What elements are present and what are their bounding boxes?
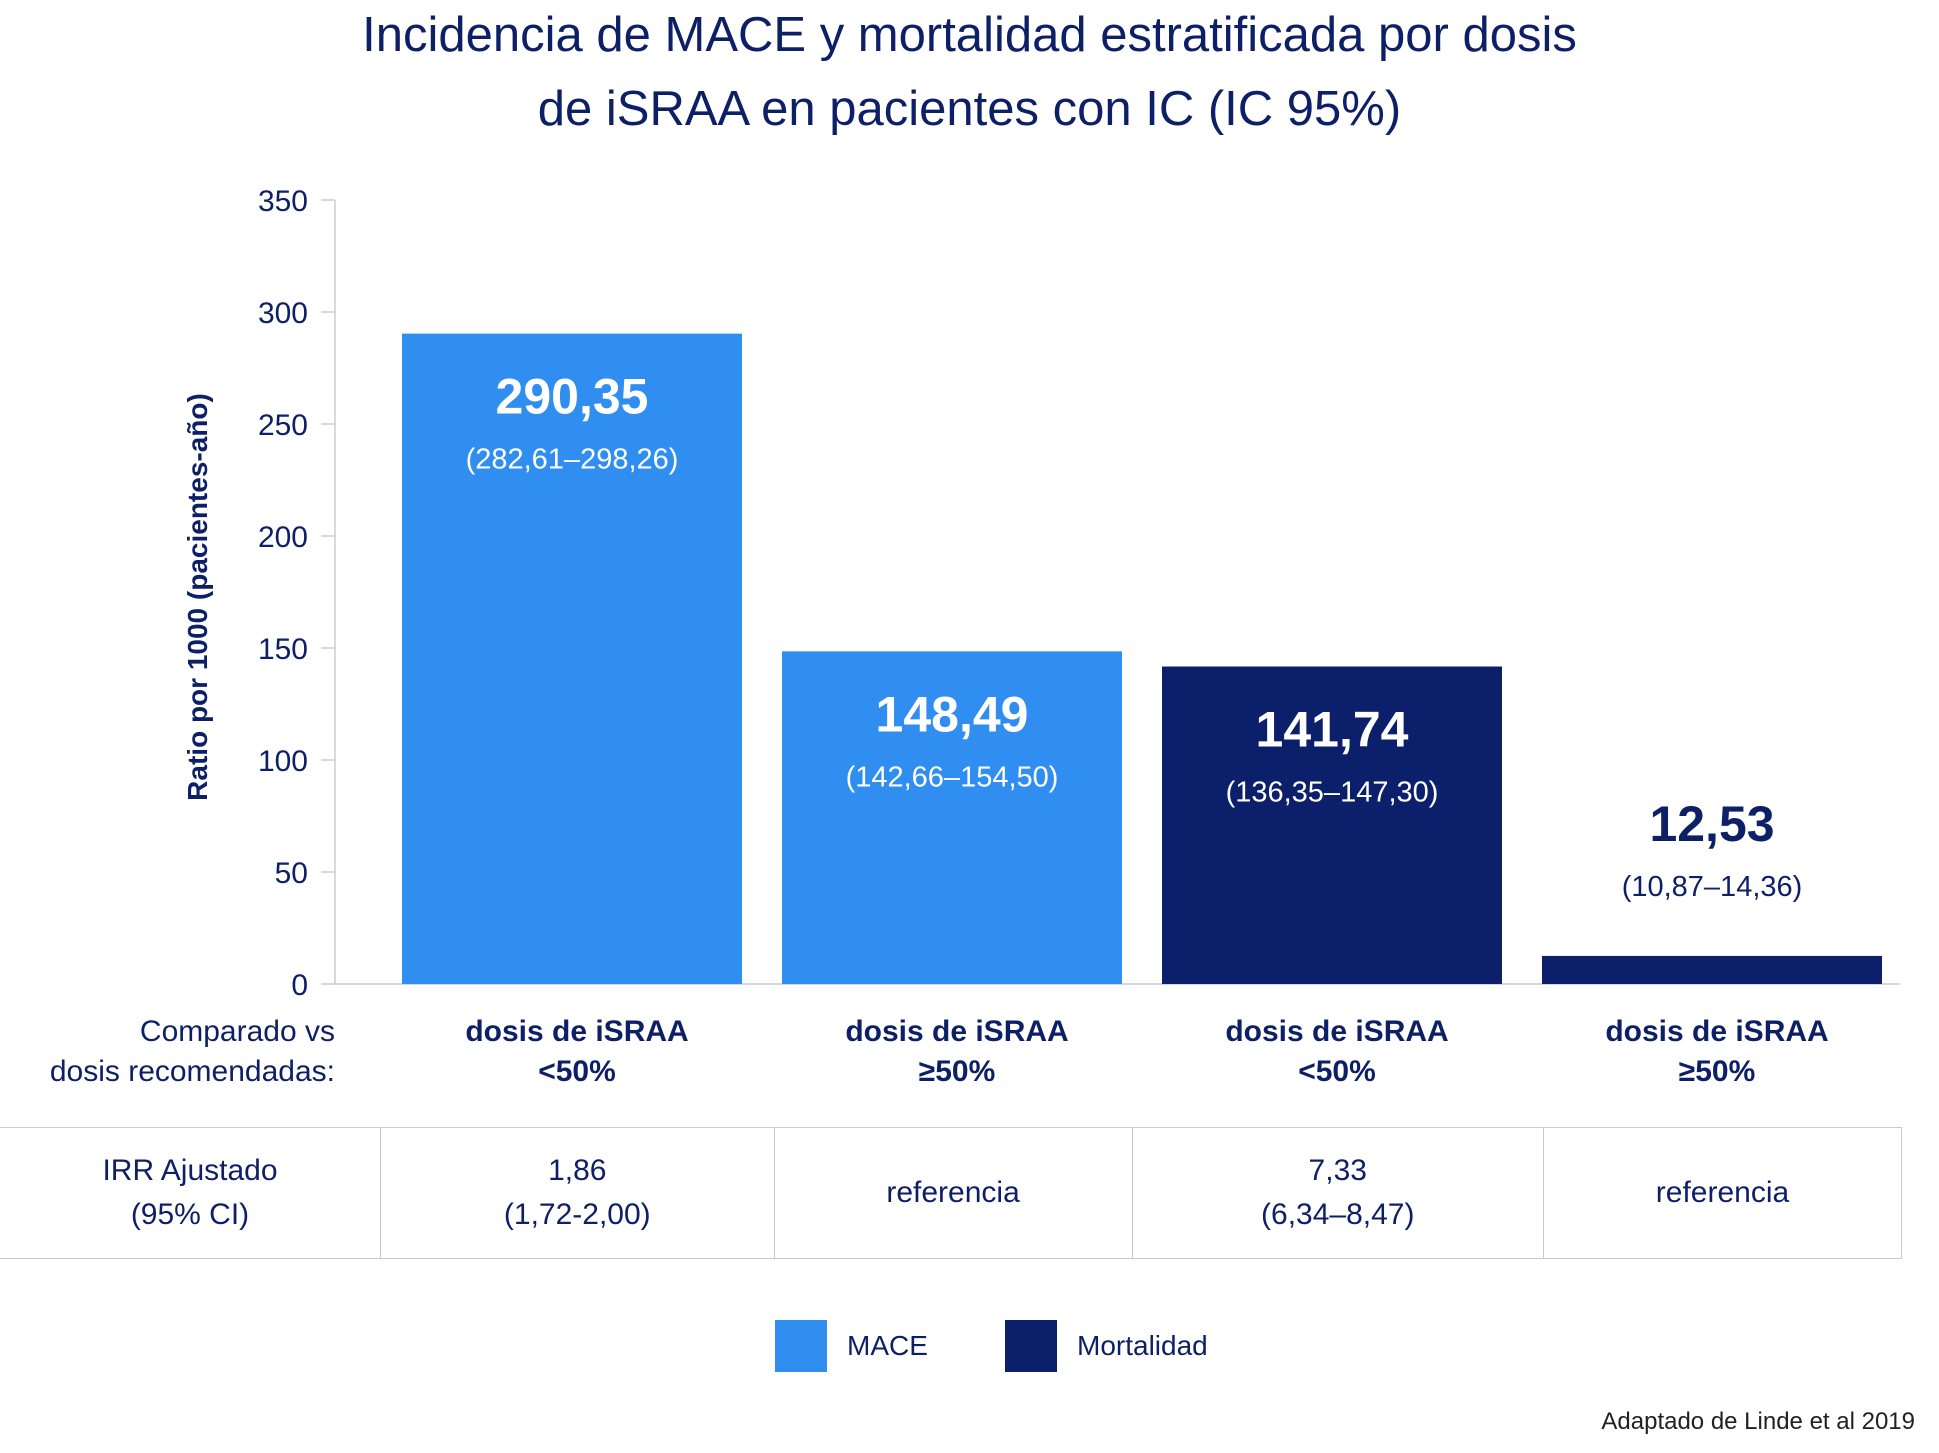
irr-table: IRR Ajustado (95% CI) 1,86 (1,72-2,00) r… <box>0 1127 1903 1259</box>
category-label: dosis de iSRAA <50% <box>465 1015 689 1088</box>
bar-value-label: 290,35 <box>496 369 649 425</box>
legend-label-mace: MACE <box>847 1330 928 1361</box>
category-label: dosis de iSRAA ≥50% <box>845 1015 1069 1088</box>
comparison-label: Comparado vs dosis recomendadas: <box>49 1015 335 1088</box>
bar-value-label: 12,53 <box>1649 796 1774 852</box>
table-row: IRR Ajustado (95% CI) 1,86 (1,72-2,00) r… <box>0 1127 1903 1259</box>
bar-ci-label: (282,61–298,26) <box>466 444 679 476</box>
bar-ci-label: (142,66–154,50) <box>846 761 1059 793</box>
title-line-2: de iSRAA en pacientes con IC (IC 95%) <box>537 82 1402 136</box>
y-tick-label: 50 <box>275 857 308 890</box>
y-tick-label: 100 <box>258 745 308 778</box>
bar-value-label: 148,49 <box>876 686 1029 742</box>
category-label: dosis de iSRAA <50% <box>1225 1015 1449 1088</box>
source-note: Adaptado de Linde et al 2019 <box>1601 1408 1915 1435</box>
irr-header-cell: IRR Ajustado (95% CI) <box>0 1127 381 1259</box>
irr-cell: referencia <box>1542 1127 1903 1259</box>
category-label: dosis de iSRAA ≥50% <box>1605 1015 1829 1088</box>
bar-ci-label: (10,87–14,36) <box>1622 871 1803 903</box>
bar-ci-label: (136,35–147,30) <box>1226 777 1439 809</box>
y-tick-label: 0 <box>291 969 308 1000</box>
y-tick-label: 250 <box>258 409 308 442</box>
title-line-1: Incidencia de MACE y mortalidad estratif… <box>362 8 1577 62</box>
bar-value-label: 141,74 <box>1256 702 1409 758</box>
bar <box>1542 955 1882 984</box>
irr-cell: 7,33 (6,34–8,47) <box>1131 1127 1544 1259</box>
bar <box>1162 666 1502 984</box>
y-axis-label: Ratio por 1000 (pacientes-año) <box>182 393 213 801</box>
y-tick-label: 300 <box>258 297 308 330</box>
legend-item-mace: MACE <box>775 1319 928 1373</box>
irr-cell: 1,86 (1,72-2,00) <box>380 1127 775 1259</box>
bar <box>782 651 1122 984</box>
irr-cell: referencia <box>773 1127 1133 1259</box>
y-tick-label: 350 <box>258 185 308 218</box>
legend-item-mortalidad: Mortalidad <box>1005 1319 1208 1373</box>
y-tick-label: 200 <box>258 521 308 554</box>
bar-chart: 0 50 100 150 200 250 300 350 290,35 (282,61–298,2… <box>258 185 1900 1000</box>
legend-swatch-mace <box>775 1320 827 1372</box>
bar <box>402 333 742 985</box>
legend-label-mortalidad: Mortalidad <box>1077 1330 1208 1361</box>
legend-swatch-mortalidad <box>1005 1320 1057 1372</box>
y-tick-label: 150 <box>258 633 308 666</box>
